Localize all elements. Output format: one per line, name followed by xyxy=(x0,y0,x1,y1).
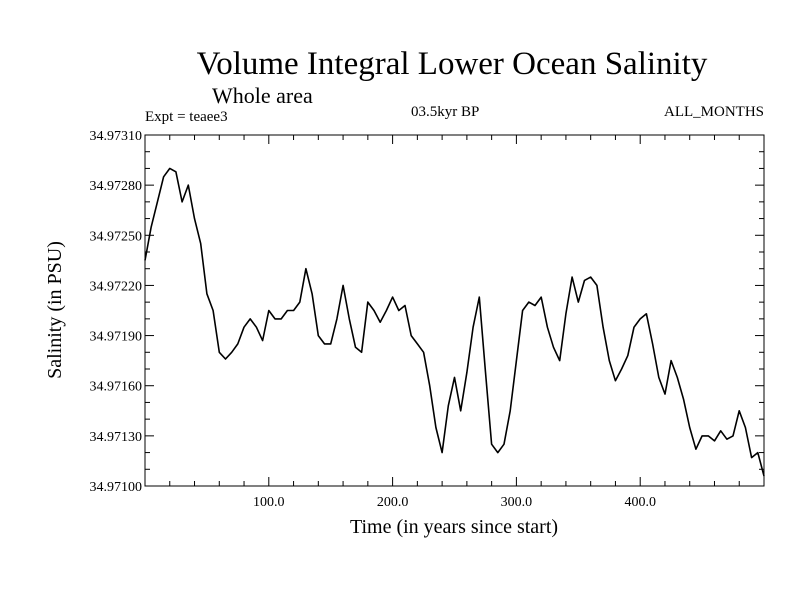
chart-subtitle: Whole area xyxy=(212,83,313,108)
y-tick-label: 34.97160 xyxy=(90,380,143,395)
experiment-label: Expt = teaee3 xyxy=(145,109,228,125)
x-axis-label: Time (in years since start) xyxy=(350,516,558,538)
y-tick-label: 34.97310 xyxy=(90,129,143,144)
y-tick-label: 34.97250 xyxy=(90,229,143,244)
chart-title: Volume Integral Lower Ocean Salinity xyxy=(197,46,708,82)
y-tick-label: 34.97280 xyxy=(90,179,143,194)
y-tick-label: 34.97190 xyxy=(90,330,143,345)
plot-area xyxy=(144,134,765,487)
x-tick-label: 300.0 xyxy=(501,495,533,510)
y-tick-label: 34.97220 xyxy=(90,279,143,294)
y-tick-label: 34.97130 xyxy=(90,430,143,445)
y-axis: 34.97100 34.97130 34.97160 34.97190 34.97220… xyxy=(90,129,764,495)
x-tick-label: 400.0 xyxy=(624,495,656,510)
x-axis: 100.0 200.0 300.0 400.0 xyxy=(169,135,740,510)
months-label: ALL_MONTHS xyxy=(664,104,764,120)
salinity-series-line xyxy=(144,167,765,477)
y-axis-label: Salinity (in PSU) xyxy=(44,241,66,379)
x-tick-label: 200.0 xyxy=(377,495,409,510)
period-label: 03.5kyr BP xyxy=(411,104,479,120)
x-tick-label: 100.0 xyxy=(253,495,285,510)
y-tick-label: 34.97100 xyxy=(90,480,143,495)
